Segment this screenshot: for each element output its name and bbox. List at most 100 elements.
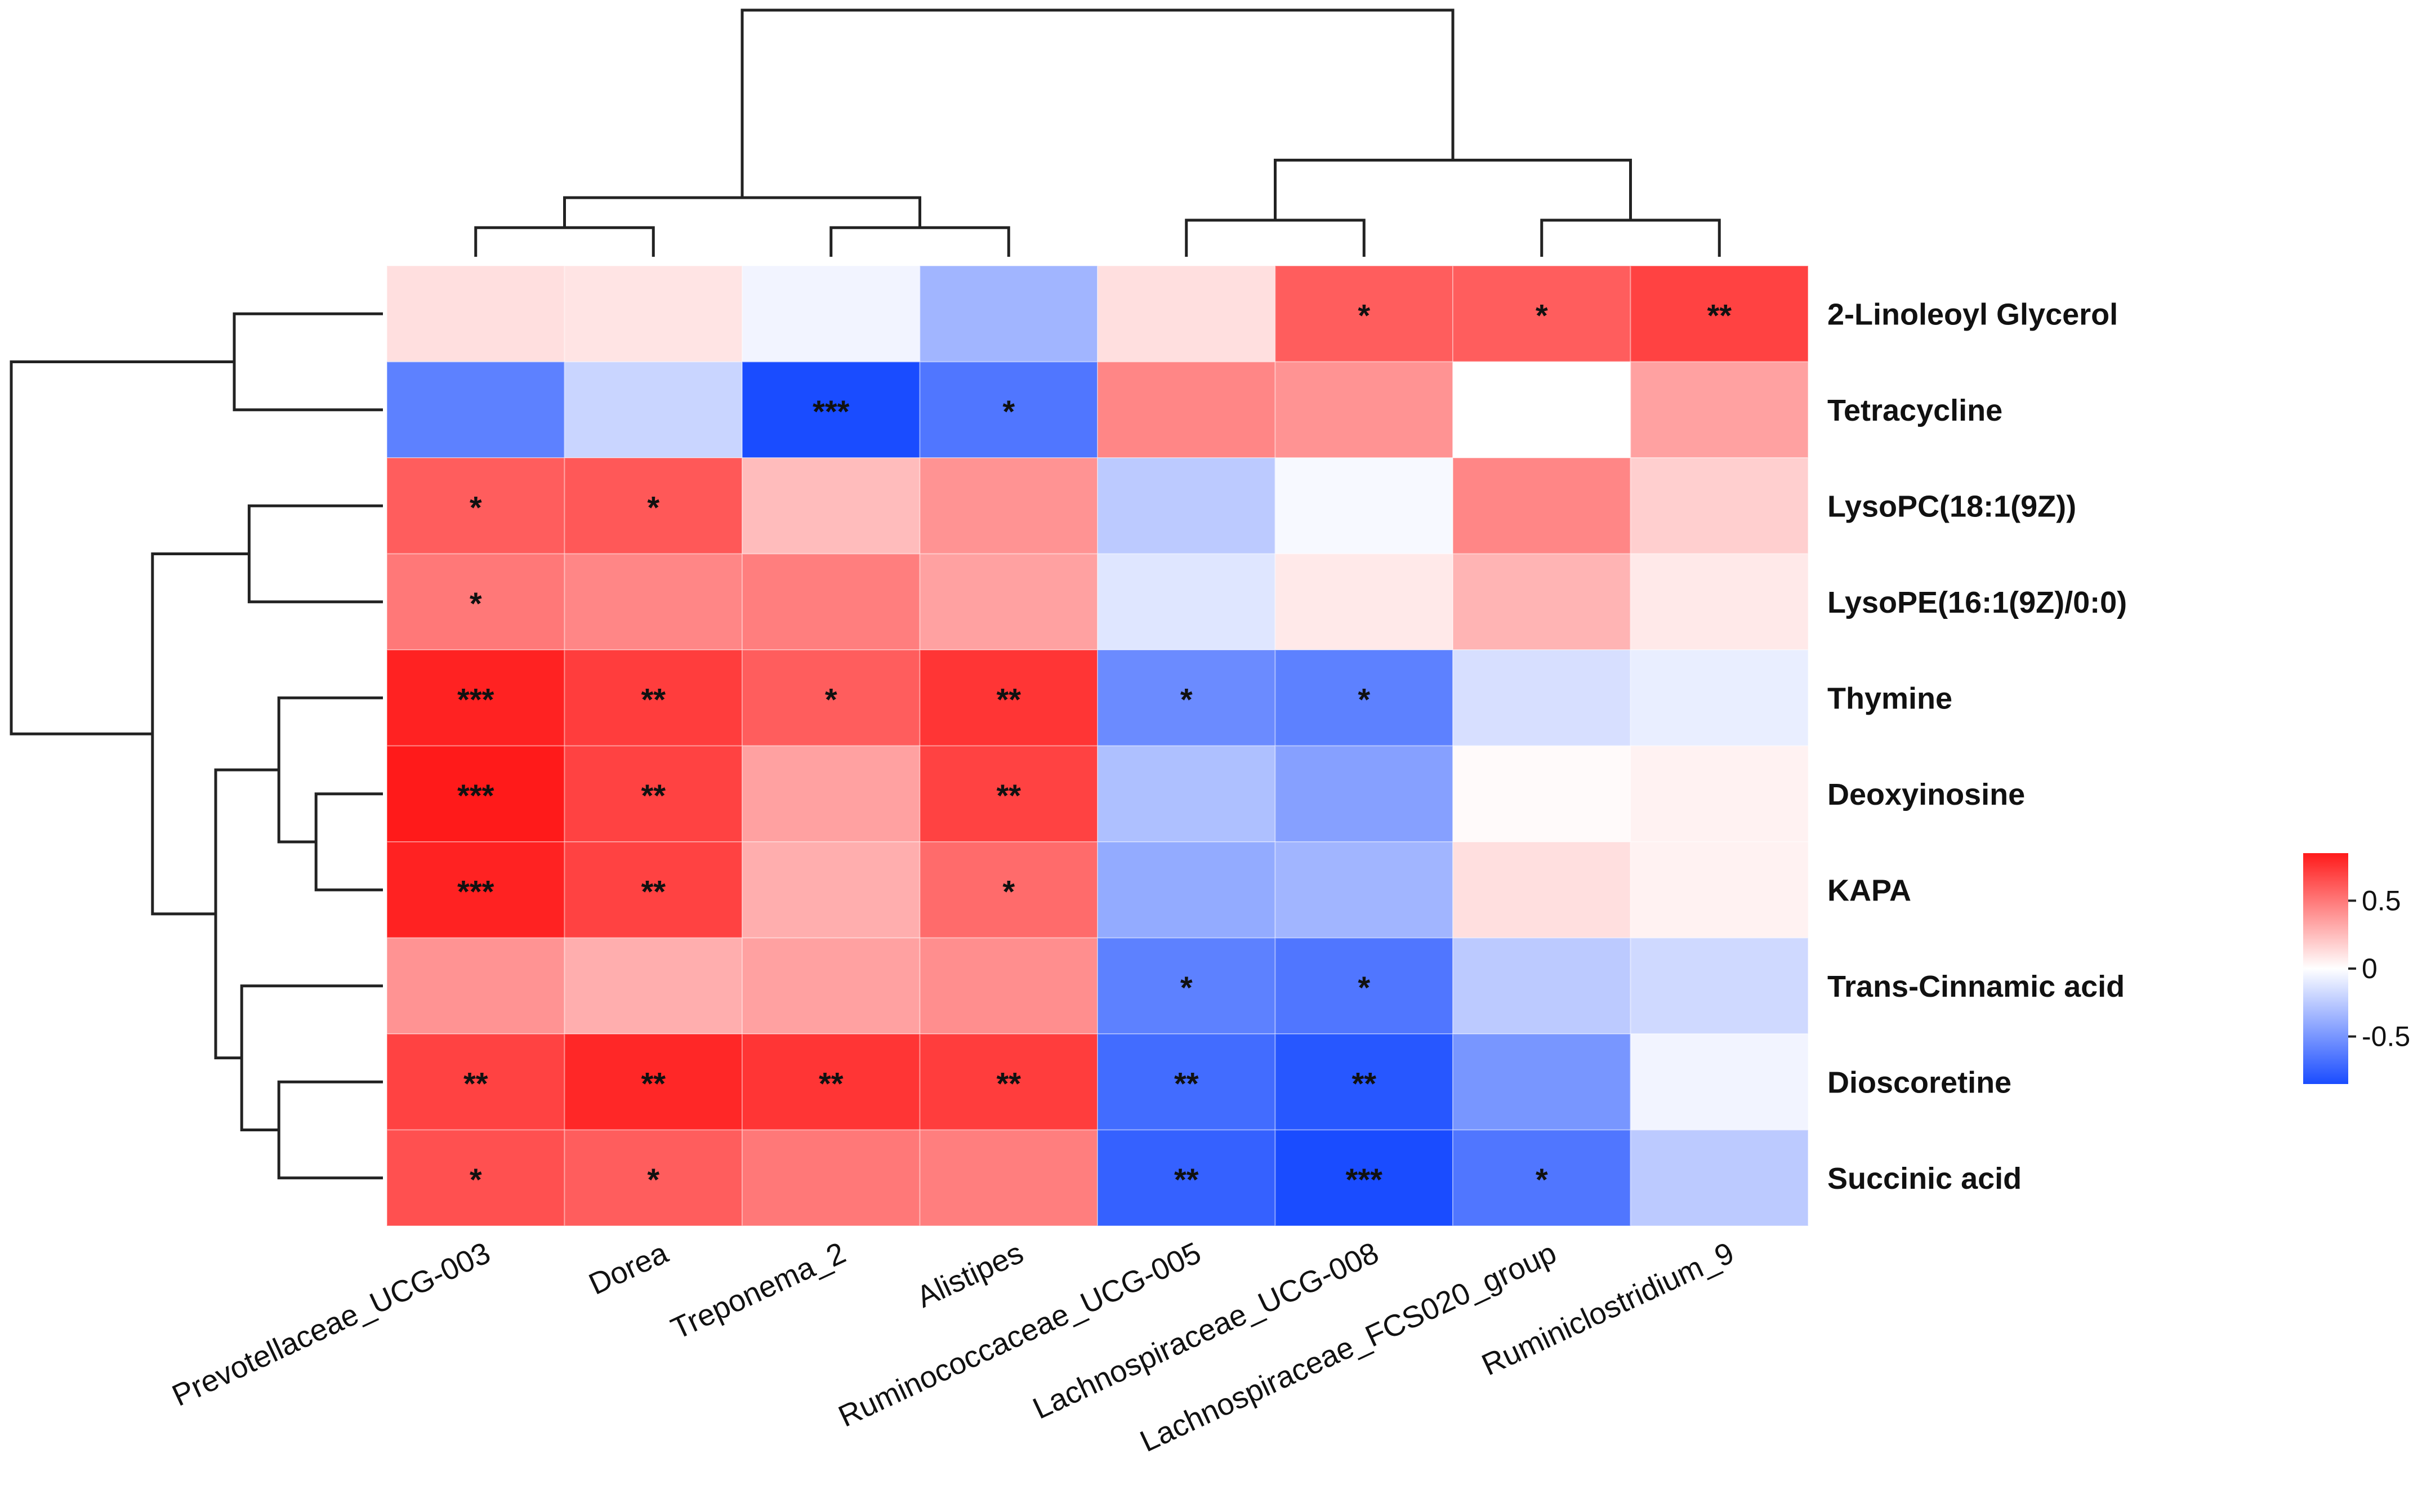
dendrogram-branch [277,1080,383,1180]
significance-marker: * [1002,394,1015,429]
significance-marker: ** [996,681,1021,717]
heatmap-cell [919,265,1098,363]
heatmap-cell [564,841,743,939]
significance-marker: ** [1174,1162,1199,1197]
dendrogram-branch [240,984,383,1131]
heatmap-cell [1097,361,1276,458]
dendrogram-branch [829,226,1010,257]
significance-marker: ** [996,1065,1021,1101]
heatmap-cell [564,265,743,363]
dendrogram-branch [474,226,655,257]
heatmap-cell [742,265,921,363]
dendrogram-branch [563,196,921,228]
heatmap-cell [1452,361,1631,458]
significance-marker: ** [1351,1065,1376,1101]
significance-marker: * [647,489,659,525]
row-label: Deoxyinosine [1827,778,2025,811]
heatmap-cell [564,553,743,650]
heatmap-cell [742,745,921,842]
heatmap-cell [386,1033,565,1131]
significance-marker: ** [641,1065,666,1101]
significance-marker: *** [457,681,494,717]
heatmap-cell [1630,1129,1809,1226]
heatmap-cell [1630,1033,1809,1131]
significance-marker: ** [641,778,666,813]
dendrogram-branch [1274,158,1632,220]
heatmap-cell [386,361,565,458]
heatmap-cells [386,265,1809,1226]
heatmap-cell [919,553,1098,650]
heatmap-cell [742,553,921,650]
heatmap-cell [919,361,1098,458]
dendrogram-branch [1185,218,1366,257]
heatmap-cell [1452,1033,1631,1131]
dendrogram-branch [10,360,234,735]
heatmap-cell [1452,649,1631,747]
significance-marker: *** [457,778,494,813]
dendrogram-branch [1540,218,1721,257]
heatmap-cell [919,937,1098,1034]
dendrogram-branch [214,768,279,1060]
heatmap-cell [1097,265,1276,363]
heatmap-cell [1630,361,1809,458]
row-label: Tetracycline [1827,394,2002,427]
significance-marker: ** [1707,297,1732,333]
significance-marker: * [1180,970,1193,1005]
heatmap-cell [1452,265,1631,363]
heatmap-cell [1452,841,1631,939]
heatmap-cell [1274,457,1453,555]
heatmap-cell [564,745,743,842]
significance-marker: * [647,1162,659,1197]
significance-marker: ** [996,778,1021,813]
heatmap-cell [1274,1033,1453,1131]
dendrogram-branch [741,8,1455,198]
heatmap-cell [386,457,565,555]
dendrogram-branch [247,504,383,604]
color-legend-ticks: 0.5 0 -0.5 [2348,885,2410,1052]
row-label: LysoPC(18:1(9Z)) [1827,489,2076,523]
significance-marker: * [1002,873,1015,909]
significance-marker: ** [463,1065,488,1101]
dendrogram-branch [314,792,383,891]
heatmap-cell [1630,457,1809,555]
heatmap-cell [386,265,565,363]
heatmap-cell [919,649,1098,747]
heatmap-cell [1452,937,1631,1034]
heatmap-cell [919,1129,1098,1226]
heatmap-cell [1630,937,1809,1034]
column-dendrogram [474,8,1721,257]
heatmap-cell [1630,649,1809,747]
heatmap-cell [1097,745,1276,842]
heatmap-cell [1630,265,1809,363]
heatmap-cell [742,841,921,939]
significance-marker: *** [813,394,850,429]
color-legend-tick-label: -0.5 [2362,1021,2410,1052]
heatmap-cell [742,1033,921,1131]
column-label: Prevotellaceae_UCG-003 [167,1236,496,1412]
significance-marker: ** [641,681,666,717]
significance-marker: *** [1346,1162,1383,1197]
significance-marker: * [470,489,482,525]
significance-marker: * [1358,970,1370,1005]
dendrogram-branch [151,552,249,916]
significance-marker: * [470,1162,482,1197]
heatmap-cell [1630,553,1809,650]
color-legend-tick-label: 0.5 [2362,885,2401,916]
heatmap-cell [386,553,565,650]
significance-marker: ** [1174,1065,1199,1101]
heatmap-cell [919,457,1098,555]
heatmap-cell [1274,553,1453,650]
heatmap-cell [1630,745,1809,842]
row-label: Dioscoretine [1827,1065,2011,1099]
significance-marker: * [1358,681,1370,717]
heatmap-cell [386,937,565,1034]
column-label: Treponema_2 [666,1236,851,1346]
row-label: 2-Linoleoyl Glycerol [1827,297,2118,331]
heatmap-cell [1452,457,1631,555]
heatmap-cell [1452,553,1631,650]
significance-marker: ** [641,873,666,909]
heatmap-cell [1097,457,1276,555]
heatmap-cell [1274,361,1453,458]
